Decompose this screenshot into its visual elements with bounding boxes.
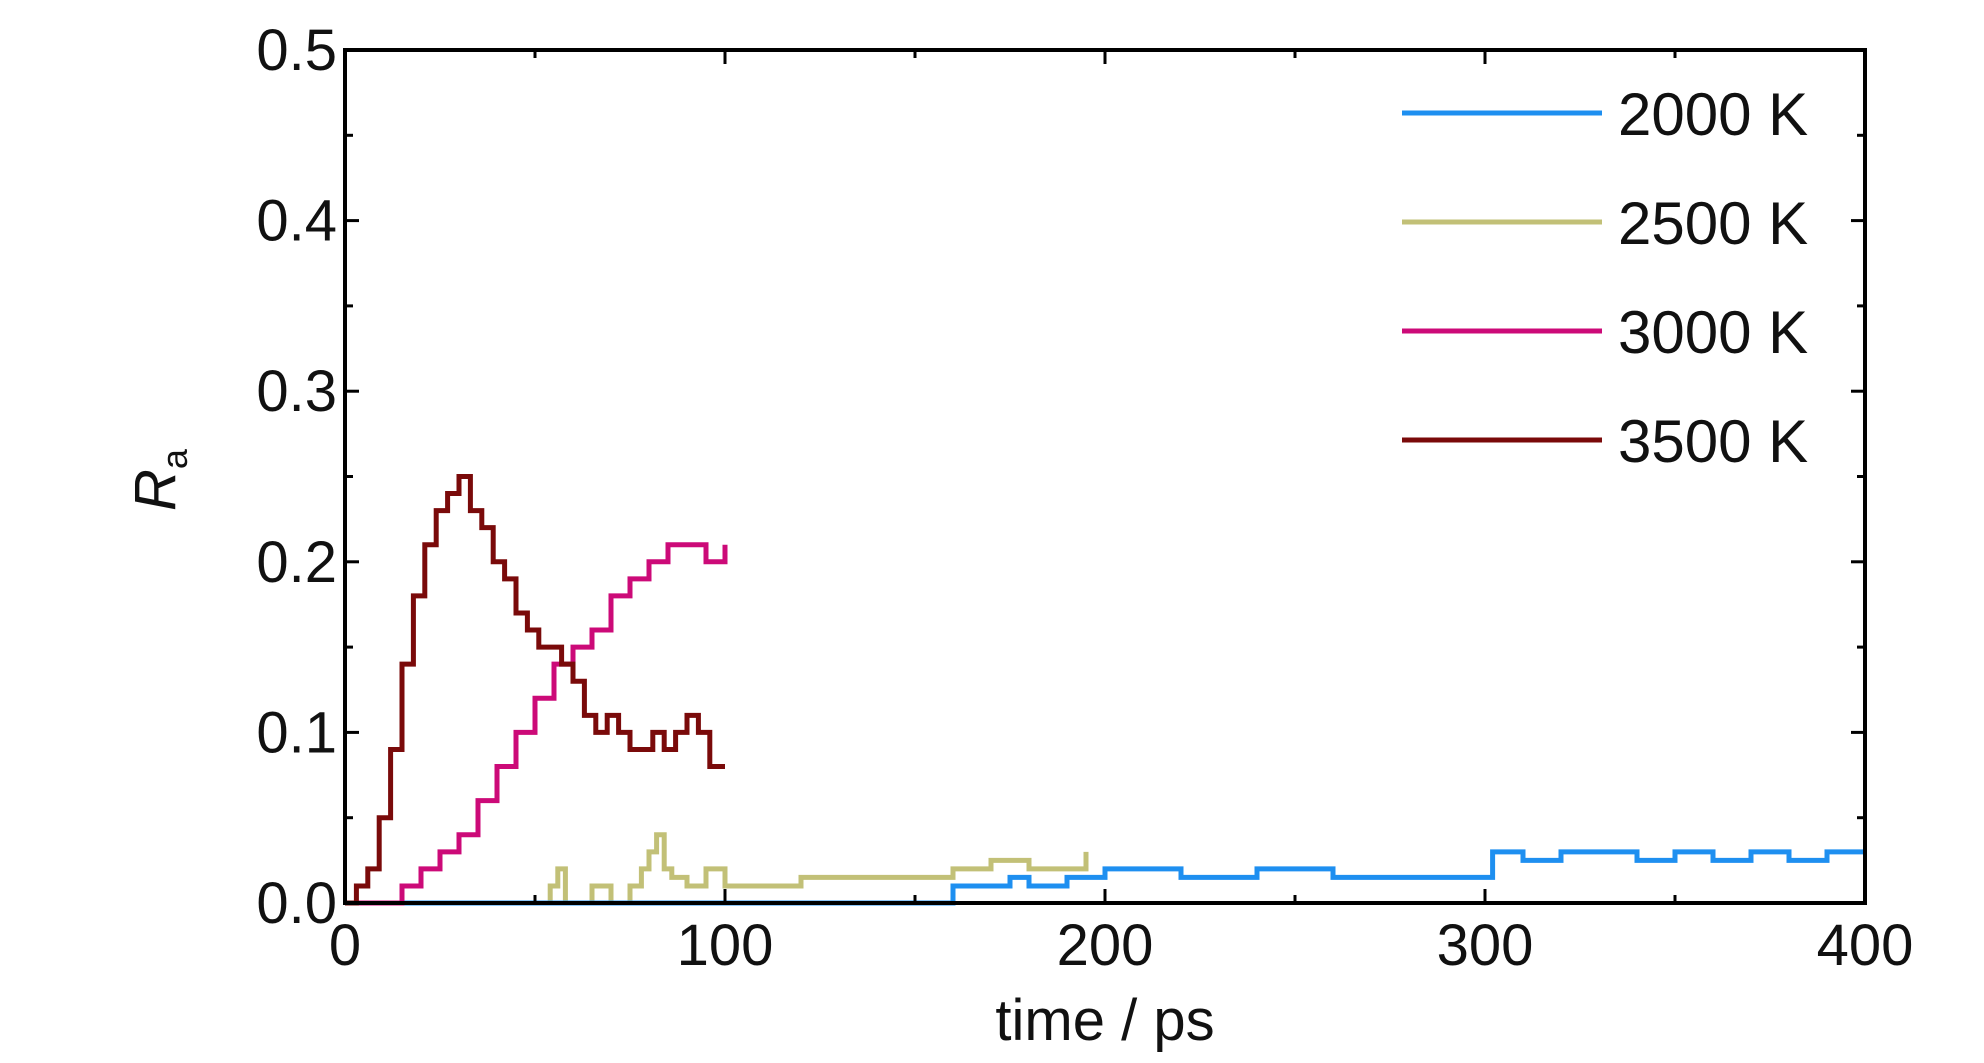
y-tick-label: 0.4 — [256, 189, 337, 254]
series-layer — [345, 474, 1865, 906]
x-tick-label: 400 — [1817, 913, 1914, 978]
x-tick-label: 200 — [1057, 913, 1154, 978]
y-axis-title: Ra — [123, 448, 195, 511]
plot-frame — [343, 48, 1867, 905]
x-axis: 0 100 200 300 400 — [329, 50, 1914, 978]
y-axis-subscript: a — [154, 448, 195, 469]
legend-label: 3500 K — [1618, 408, 1808, 475]
x-axis-title: time / ps — [995, 988, 1214, 1053]
y-tick-label: 0.5 — [256, 18, 337, 83]
y-tick-label: 0.3 — [256, 359, 337, 424]
x-tick-label: 100 — [677, 913, 774, 978]
x-tick-label: 0 — [329, 913, 361, 978]
series-line-3000-k — [345, 542, 728, 906]
y-tick-label: 0.2 — [256, 530, 337, 595]
y-axis-symbol: R — [123, 469, 188, 511]
legend-label: 3000 K — [1618, 299, 1808, 366]
x-tick-label: 300 — [1437, 913, 1534, 978]
legend-label: 2500 K — [1618, 190, 1808, 257]
series-line-2000-k — [345, 849, 1865, 906]
series-line-2500-k — [345, 832, 1089, 906]
legend-label: 2000 K — [1618, 81, 1808, 148]
y-tick-label: 0.1 — [256, 700, 337, 765]
legend: 2000 K 2500 K 3000 K 3500 K — [1402, 81, 1808, 475]
series-line-3500-k — [345, 474, 725, 906]
svg-text:Ra: Ra — [123, 448, 195, 511]
y-tick-label: 0.0 — [256, 871, 337, 936]
y-axis: 0.0 0.1 0.2 0.3 0.4 0.5 — [256, 18, 1865, 936]
